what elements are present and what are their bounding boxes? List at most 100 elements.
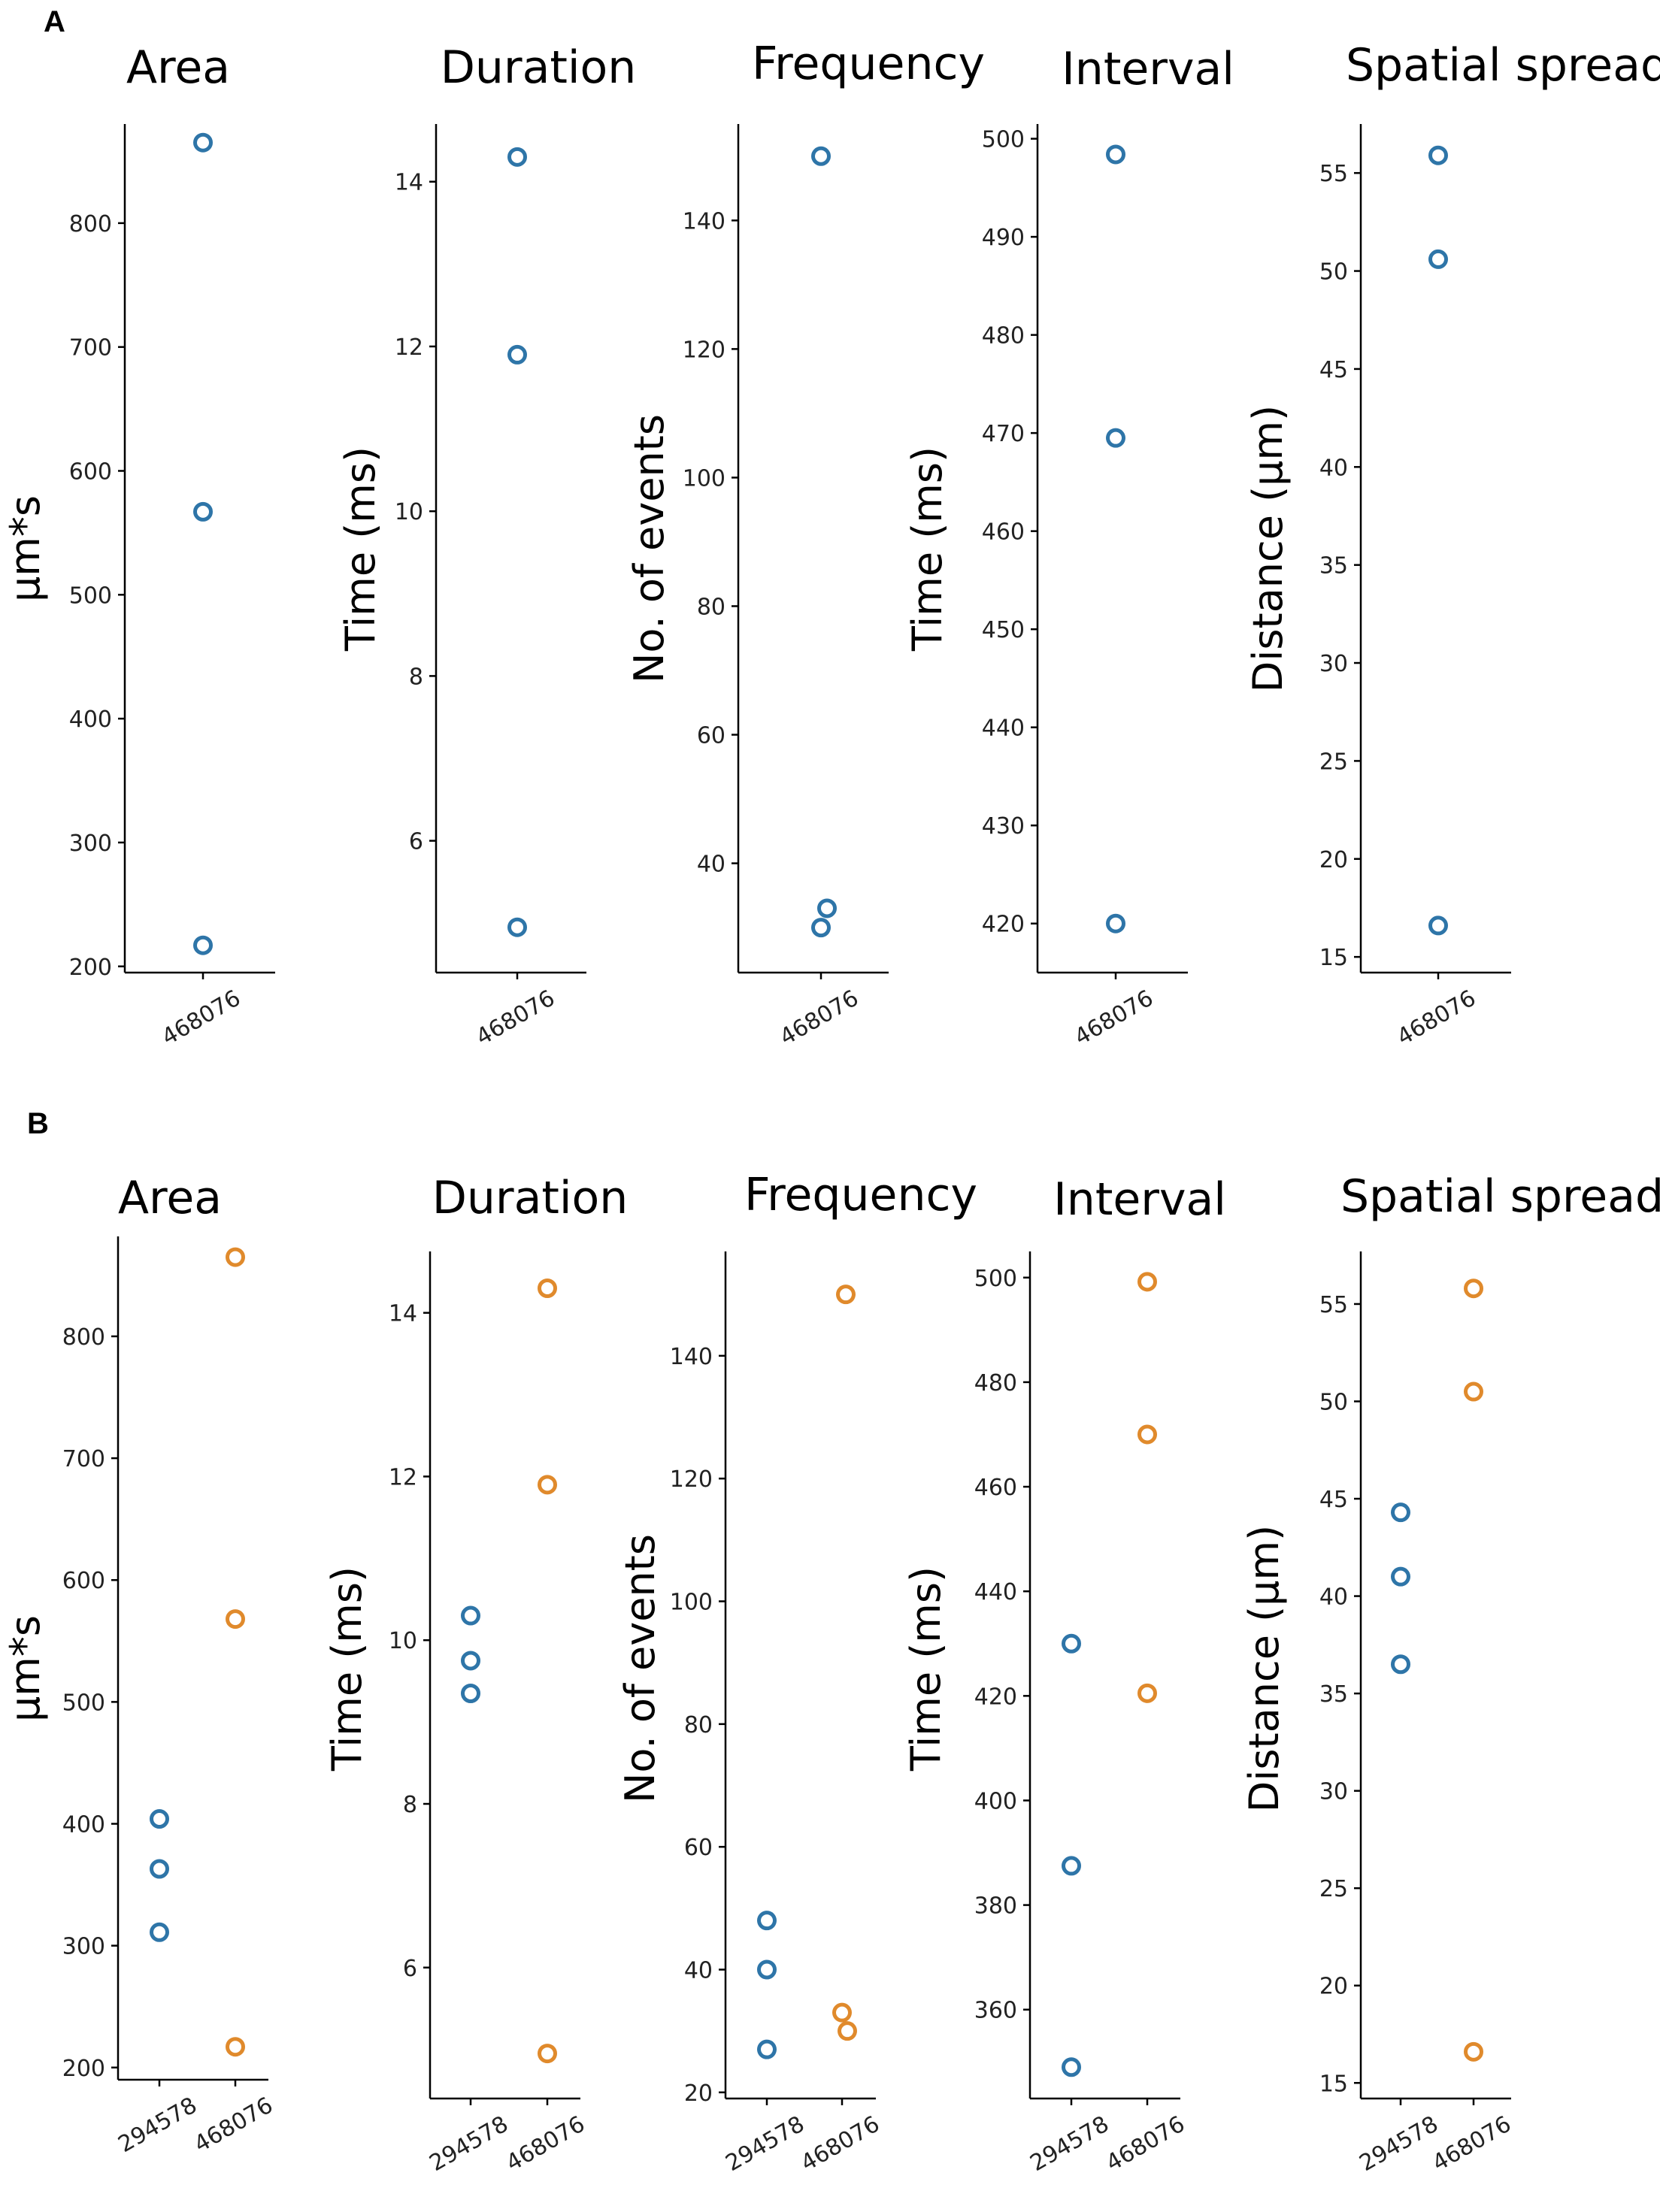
- data-point-468076: [1428, 145, 1448, 165]
- y-tick-label: 60: [697, 723, 725, 749]
- y-tick-label: 120: [670, 1466, 713, 1493]
- y-tick-label: 420: [982, 912, 1025, 938]
- y-tick-label: 80: [684, 1712, 713, 1738]
- data-point-468076: [838, 2021, 857, 2041]
- chart-a-interval: Interval Time (ms) 420 430 440 450 460 470 480 49…: [904, 43, 1234, 1051]
- y-tick-label: 55: [1319, 1292, 1348, 1318]
- y-tick-label: 300: [62, 1934, 105, 1960]
- data-point-468076: [507, 917, 527, 937]
- chart-title: Spatial spread: [1340, 1170, 1660, 1223]
- y-tick-label: 200: [69, 955, 112, 981]
- x-tick-label: 468076: [1428, 2111, 1516, 2177]
- chart-title: Frequency: [752, 38, 985, 90]
- y-tick-label: 440: [974, 1579, 1017, 1605]
- data-point-294578: [757, 1911, 777, 1931]
- data-point-294578: [461, 1651, 480, 1671]
- y-tick-label: 50: [1319, 259, 1348, 286]
- chart-title: Area: [118, 1172, 222, 1224]
- y-tick-label: 10: [389, 1628, 417, 1654]
- y-tick-label: 40: [1319, 455, 1348, 481]
- chart-b-spatial-spread: Spatial spread Distance (µm) 15 20 25 30 35 40 4…: [1240, 1170, 1660, 2177]
- y-tick-label: 6: [409, 829, 423, 855]
- y-tick-label: 40: [697, 852, 725, 878]
- y-tick-label: 800: [62, 1324, 105, 1351]
- y-tick-label: 40: [684, 1958, 713, 1984]
- data-point-468076: [538, 1475, 557, 1495]
- data-point-468076: [1137, 1683, 1157, 1703]
- chart-title: Area: [126, 41, 230, 94]
- y-tick-label: 500: [62, 1690, 105, 1716]
- y-tick-label: 140: [670, 1344, 713, 1370]
- y-tick-label: 700: [69, 335, 112, 362]
- y-tick-label: 500: [69, 583, 112, 609]
- y-tick-label: 20: [1319, 847, 1348, 873]
- data-point-468076: [811, 146, 831, 166]
- data-point-468076: [226, 1609, 245, 1629]
- y-axis-label: No. of events: [616, 1534, 664, 1803]
- y-tick-label: 35: [1319, 1681, 1348, 1708]
- y-tick-label: 430: [982, 813, 1025, 840]
- y-tick-label: 600: [69, 458, 112, 485]
- x-tick-label: 468076: [775, 985, 863, 1052]
- chart-a-area: Area µm*s 200 300 400 500 600 700 800 468076: [2, 41, 275, 1051]
- data-point-294578: [1391, 1654, 1410, 1675]
- data-point-468076: [832, 2002, 852, 2023]
- y-tick-label: 120: [683, 337, 725, 363]
- y-tick-label: 45: [1319, 1487, 1348, 1513]
- y-tick-label: 500: [974, 1266, 1017, 1292]
- y-tick-label: 800: [69, 211, 112, 238]
- x-tick-label: 468076: [1392, 985, 1480, 1052]
- y-tick-label: 14: [395, 170, 423, 196]
- y-tick-label: 400: [69, 707, 112, 733]
- y-axis-label: No. of events: [626, 414, 673, 683]
- chart-title: Duration: [441, 41, 637, 94]
- charts-layer: Areaµm*s200300400500600700800468076Durat…: [2, 38, 1660, 2177]
- y-tick-label: 20: [684, 2080, 713, 2107]
- x-tick-label: 468076: [796, 2111, 884, 2177]
- data-point-468076: [1106, 144, 1125, 165]
- x-tick-label: 294578: [721, 2111, 809, 2177]
- data-point-468076: [226, 2037, 245, 2057]
- data-point-294578: [1062, 2057, 1081, 2077]
- y-tick-label: 10: [395, 499, 423, 525]
- y-tick-label: 55: [1319, 161, 1348, 187]
- data-point-468076: [1428, 249, 1448, 269]
- chart-a-duration: Duration Time (ms) 6 8 10 12 14 468076: [337, 41, 636, 1051]
- y-tick-label: 40: [1319, 1584, 1348, 1611]
- y-tick-label: 480: [982, 323, 1025, 350]
- data-point-468076: [507, 147, 527, 167]
- y-tick-label: 360: [974, 1998, 1017, 2024]
- y-tick-label: 460: [974, 1475, 1017, 1501]
- panel-letter-b: B: [27, 1107, 49, 1140]
- y-tick-label: 420: [974, 1684, 1017, 1710]
- data-point-468076: [1106, 913, 1125, 934]
- chart-title: Interval: [1053, 1173, 1226, 1226]
- data-point-468076: [817, 898, 837, 918]
- chart-a-frequency: Frequency No. of events 40 60 80 100 120 140 468…: [626, 38, 985, 1051]
- data-point-294578: [1062, 1633, 1081, 1654]
- y-tick-label: 25: [1319, 1876, 1348, 1902]
- x-tick-label: 468076: [471, 985, 559, 1052]
- panel-letter-a: A: [44, 5, 65, 38]
- chart-a-spatial-spread: Spatial spread Distance (µm) 15 20 25 30 35 40 4…: [1244, 39, 1660, 1051]
- x-tick-label: 294578: [114, 2092, 201, 2159]
- chart-title: Spatial spread: [1346, 39, 1660, 92]
- data-point-468076: [1137, 1424, 1157, 1445]
- data-point-468076: [1464, 1381, 1483, 1402]
- y-tick-label: 490: [982, 225, 1025, 251]
- y-tick-label: 8: [409, 664, 423, 690]
- data-point-294578: [1062, 1856, 1081, 1876]
- data-point-294578: [1391, 1502, 1410, 1523]
- y-tick-label: 450: [982, 617, 1025, 643]
- data-point-294578: [757, 2039, 777, 2059]
- data-point-294578: [150, 1922, 169, 1942]
- y-tick-label: 6: [403, 1956, 417, 1982]
- data-point-468076: [226, 1247, 245, 1267]
- y-axis-label: Time (ms): [323, 1566, 371, 1772]
- y-tick-label: 35: [1319, 553, 1348, 579]
- x-tick-label: 468076: [1101, 2111, 1189, 2177]
- data-point-468076: [811, 918, 831, 938]
- y-tick-label: 80: [697, 594, 725, 620]
- y-tick-label: 700: [62, 1446, 105, 1472]
